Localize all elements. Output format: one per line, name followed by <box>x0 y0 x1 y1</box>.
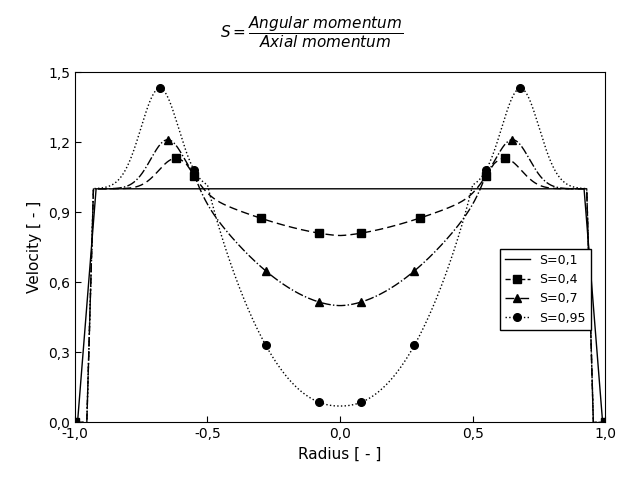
Legend: S=0,1, S=0,4, S=0,7, S=0,95: S=0,1, S=0,4, S=0,7, S=0,95 <box>500 249 591 330</box>
Y-axis label: Velocity [ - ]: Velocity [ - ] <box>27 201 42 293</box>
Text: $S = \dfrac{\mathit{Angular\ momentum}}{\mathit{Axial\ momentum}}$: $S = \dfrac{\mathit{Angular\ momentum}}{… <box>220 14 404 50</box>
X-axis label: Radius [ - ]: Radius [ - ] <box>298 447 382 462</box>
